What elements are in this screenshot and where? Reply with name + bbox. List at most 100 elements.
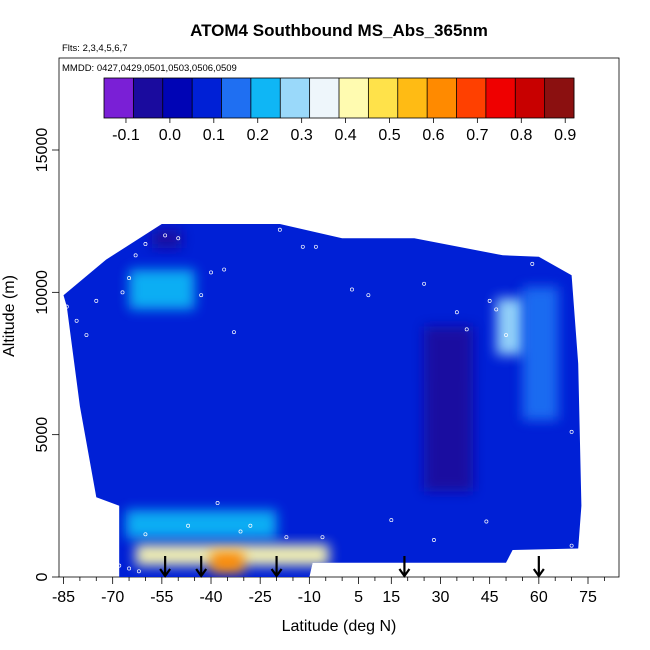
sample-points — [64, 227, 574, 574]
colorbar-tick-label: 0.9 — [554, 127, 576, 144]
heatmap-cell-7 — [522, 286, 559, 421]
colorbar-tick-label: 0.4 — [334, 127, 356, 144]
sample-point — [454, 310, 459, 315]
sample-point — [284, 535, 289, 540]
sample-point — [504, 333, 508, 337]
colorbar-swatch — [280, 78, 311, 118]
flights-note: Flts: 2,3,4,5,6,7 — [62, 43, 127, 54]
plot-frame — [58, 57, 620, 578]
x-tick-label: -25 — [249, 589, 272, 606]
heatmap-cell-1 — [129, 269, 195, 310]
x-tick-label: 30 — [432, 589, 450, 606]
colorbar-swatch — [339, 78, 369, 118]
sample-point — [379, 565, 384, 569]
profile-arrow — [270, 556, 283, 578]
sample-point — [143, 532, 148, 537]
x-axis: -85 -70 -55 -40 -25 -10 5 15 30 45 60 75 — [52, 577, 605, 606]
y-tick-label: 0 — [34, 572, 51, 581]
colorbar-swatch — [515, 78, 546, 118]
sample-point — [104, 520, 109, 525]
sample-point — [320, 535, 325, 540]
x-tick-label: 15 — [382, 589, 400, 606]
profile-arrow — [398, 556, 411, 578]
x-tick-label: -10 — [298, 589, 321, 606]
sample-point — [431, 538, 436, 542]
profile-arrow — [195, 556, 208, 578]
sample-point — [113, 546, 118, 551]
colorbar-swatch — [221, 78, 252, 118]
sample-point — [569, 429, 574, 434]
colorbar-tick-label: 0.8 — [510, 127, 532, 144]
heatmap-layer — [63, 224, 582, 577]
colorbar-swatch — [456, 78, 487, 118]
x-tick-label: -55 — [150, 589, 173, 606]
sample-point — [64, 304, 69, 309]
profile-arrows — [159, 556, 545, 578]
sample-point — [163, 233, 168, 238]
sample-point — [556, 253, 561, 258]
sample-point — [136, 569, 141, 574]
heatmap-cell-5 — [496, 298, 526, 355]
x-tick-label: -70 — [101, 589, 124, 606]
sample-point — [176, 236, 181, 241]
sample-point — [215, 501, 220, 505]
colorbar: -0.1 0.0 0.1 0.2 0.3 0.4 0.5 0.6 0.7 0.8 0.9 — [103, 77, 576, 144]
x-tick-label: 60 — [530, 589, 548, 606]
colorbar-tick-label: -0.1 — [112, 127, 140, 144]
y-axis-label: Altitude (m) — [1, 275, 18, 357]
colorbar-swatch — [427, 78, 457, 118]
heatmap-cell-6 — [424, 326, 474, 492]
colorbar-tick-label: 0.0 — [159, 127, 181, 144]
profile-arrow — [532, 556, 545, 578]
sample-point — [232, 330, 236, 335]
colorbar-swatch — [544, 78, 575, 118]
x-tick-label: -85 — [52, 589, 75, 606]
colorbar-tick-label: 0.2 — [247, 127, 269, 144]
x-axis-label: Latitude (deg N) — [282, 618, 397, 635]
colorbar-tick-label: 0.6 — [422, 127, 444, 144]
colorbar-swatch — [309, 78, 340, 118]
sample-point — [120, 290, 125, 295]
colorbar-swatch — [192, 78, 222, 118]
sample-point — [117, 563, 122, 568]
dates-note: MMDD: 0427,0429,0501,0503,0506,0509 — [62, 63, 237, 74]
colorbar-swatch — [133, 78, 164, 118]
colorbar-swatch — [250, 78, 281, 118]
sample-point — [300, 244, 305, 249]
y-tick-label: 5000 — [34, 417, 51, 453]
colorbar-swatch — [368, 78, 399, 118]
sample-point — [143, 241, 148, 246]
sample-point — [487, 298, 492, 303]
colorbar-tick-label: 0.5 — [378, 127, 400, 144]
y-tick-label: 10000 — [34, 270, 51, 315]
heatmap-cell-0 — [152, 229, 182, 249]
chart-title: ATOM4 Southbound MS_Abs_365nm — [190, 21, 488, 40]
colorbar-tick-label: 0.7 — [466, 127, 488, 144]
sample-point — [422, 281, 427, 286]
colorbar-swatch — [104, 78, 134, 118]
x-tick-label: 5 — [354, 589, 363, 606]
colorbar-tick-label: 0.3 — [291, 127, 313, 144]
sample-point — [127, 566, 132, 571]
sample-point — [133, 253, 138, 258]
colorbar-swatch — [162, 78, 193, 118]
sample-point — [389, 518, 394, 523]
sample-point — [530, 261, 535, 266]
colorbar-swatch — [397, 78, 428, 118]
sample-point — [94, 298, 99, 303]
sample-point — [74, 318, 79, 323]
x-tick-label: 75 — [579, 589, 597, 606]
y-axis: 0 5000 10000 15000 — [34, 128, 59, 581]
colorbar-tick-label: 0.1 — [203, 127, 225, 144]
sample-point — [238, 529, 243, 534]
sample-point — [494, 307, 499, 312]
y-tick-label: 15000 — [34, 128, 51, 173]
sample-point — [222, 267, 227, 272]
colorbar-frame — [103, 77, 575, 119]
heatmap-cell-4 — [211, 551, 244, 573]
sample-point — [569, 543, 574, 548]
sample-point — [84, 333, 89, 337]
sample-point — [209, 270, 213, 275]
sample-point — [248, 523, 253, 528]
sample-point — [346, 569, 351, 574]
